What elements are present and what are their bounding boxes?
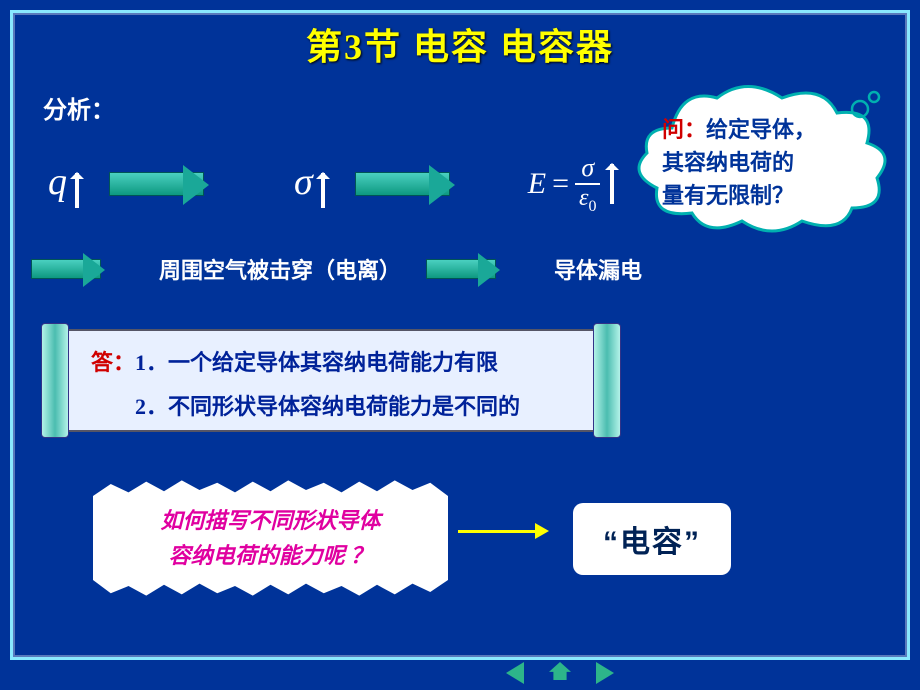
flow-arrow-icon (109, 172, 204, 196)
scroll-handle-icon (593, 323, 621, 438)
thin-arrow-icon (458, 530, 543, 533)
question-cloud: 问：给定导体， 其容纳电荷的 量有无限制？ (632, 73, 892, 233)
flow-row-2: 周围空气被击穿（电离） 导体漏电 (31, 253, 642, 285)
slide-title: 第3节 电容 电容器 (41, 18, 879, 70)
flow-arrow-icon (31, 259, 101, 279)
flow-arrow-icon (355, 172, 450, 196)
symbol-q: q (48, 161, 67, 203)
prev-button[interactable] (500, 662, 524, 684)
question-box-text: 如何描写不同形状导体 容纳电荷的能力呢 ？ (145, 503, 395, 573)
home-button[interactable] (549, 662, 571, 680)
scroll-text: 答：1．一个给定导体其容纳电荷能力有限 答：2．不同形状导体容纳电荷能力是不同的 (91, 341, 520, 429)
analysis-label: 分析： (43, 90, 115, 125)
cloud-text: 问：给定导体， 其容纳电荷的 量有无限制？ (662, 113, 872, 212)
flow-row-1: q σ E = σε0 (48, 153, 614, 216)
next-button[interactable] (596, 662, 620, 684)
answer-capacitance: “电容” (573, 503, 731, 575)
text-ionization: 周围空气被击穿（电离） (159, 253, 401, 285)
scroll-handle-icon (41, 323, 69, 438)
slide-frame: 第3节 电容 电容器 分析： q σ E = σε0 问：给定导体， 其容纳电荷… (10, 10, 910, 660)
up-arrow-icon (610, 164, 614, 204)
question-box: 如何描写不同形状导体 容纳电荷的能力呢 ？ (93, 478, 448, 598)
answer-scroll: 答：1．一个给定导体其容纳电荷能力有限 答：2．不同形状导体容纳电荷能力是不同的 (41, 323, 621, 438)
text-leakage: 导体漏电 (554, 253, 642, 285)
symbol-sigma: σ (294, 161, 313, 203)
flow-arrow-icon (426, 259, 496, 279)
equation-E: E = σε0 (528, 153, 615, 216)
up-arrow-icon (321, 173, 325, 208)
up-arrow-icon (75, 173, 79, 208)
nav-bar (500, 662, 620, 684)
